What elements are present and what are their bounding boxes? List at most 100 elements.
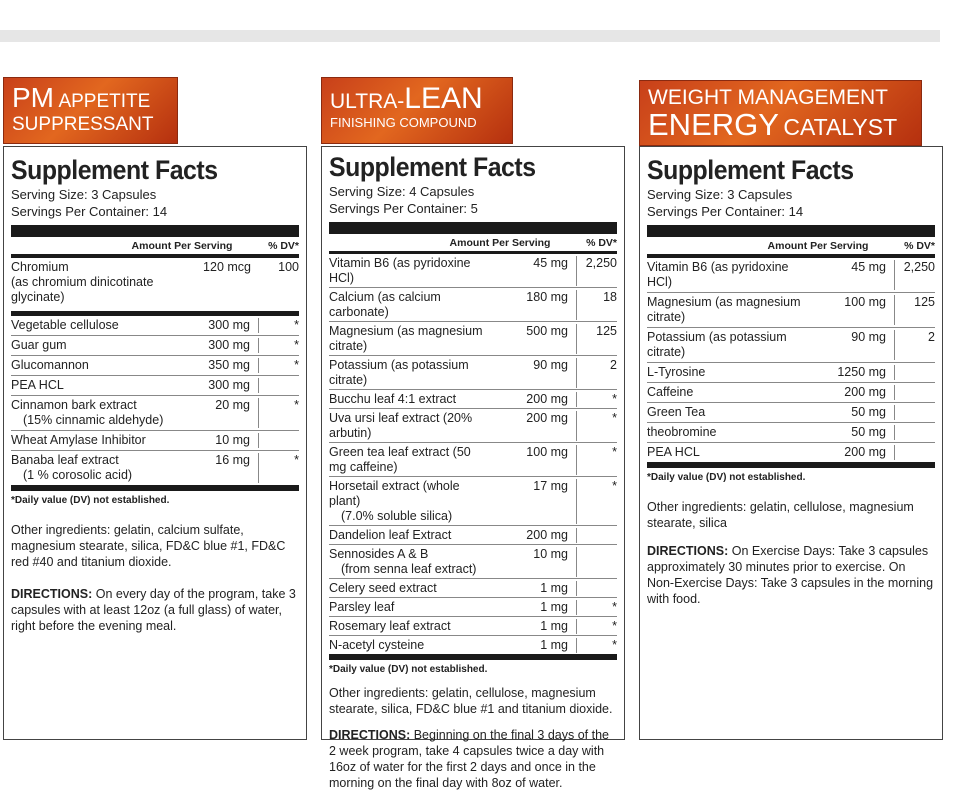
ingredient-dv: * bbox=[612, 411, 617, 425]
dv-footnote: *Daily value (DV) not established. bbox=[11, 495, 170, 506]
table-row: Green Tea 50 mg bbox=[647, 403, 935, 423]
ingredient-name: N-acetyl cysteine bbox=[329, 638, 425, 652]
ingredient-name: Green tea leaf extract (50 mg caffeine) bbox=[329, 445, 471, 474]
ingredient-dv: * bbox=[294, 338, 299, 352]
ingredient-amount: 180 mg bbox=[484, 290, 577, 320]
directions-text: On Exercise Days: Take 3 capsules approx… bbox=[647, 544, 934, 606]
ingredient-amount: 20 mg bbox=[166, 398, 259, 428]
supplement-facts-title: Supplement Facts bbox=[11, 155, 218, 185]
supplement-facts-panel-pm: Supplement Facts Serving Size: 3 Capsule… bbox=[3, 146, 307, 740]
table-row: Guar gum 300 mg * bbox=[11, 336, 299, 356]
table-row: Vitamin B6 (as pyridoxine HCl) 45 mg 2,250 bbox=[647, 258, 935, 293]
ingredient-dv: 2,250 bbox=[585, 256, 617, 270]
thick-rule bbox=[647, 225, 935, 237]
table-row: Glucomannon 350 mg * bbox=[11, 356, 299, 376]
ingredient-dv: * bbox=[294, 398, 299, 412]
energy-catalyst-banner: WEIGHT MANAGEMENT ENERGY CATALYST bbox=[639, 80, 922, 146]
table-row: Uva ursi leaf extract (20% arbutin) 200 m… bbox=[329, 409, 617, 443]
ingredient-dv: 125 bbox=[596, 324, 617, 338]
table-row: Sennosides A & B (from senna leaf extract… bbox=[329, 545, 617, 579]
ingredient-amount: 45 mg bbox=[802, 260, 895, 290]
ingredient-name: Vegetable cellulose bbox=[11, 318, 119, 332]
other-ingredients: Other ingredients: gelatin, cellulose, m… bbox=[647, 500, 914, 530]
dv-footnote: *Daily value (DV) not established. bbox=[329, 664, 488, 675]
ingredient-dv bbox=[577, 528, 617, 543]
ingredient-name: Sennosides A & B bbox=[329, 547, 429, 561]
ingredient-name: Rosemary leaf extract bbox=[329, 619, 451, 633]
ingredient-dv: 2 bbox=[610, 358, 617, 372]
ingredient-dv: * bbox=[294, 318, 299, 332]
directions-label: DIRECTIONS: bbox=[11, 587, 93, 601]
ingredient-dv bbox=[895, 365, 935, 380]
ingredient-name: Uva ursi leaf extract (20% arbutin) bbox=[329, 411, 473, 440]
ingredient-name: Vitamin B6 (as pyridoxine HCl) bbox=[647, 260, 789, 289]
ingredient-name: Magnesium (as magnesium citrate) bbox=[329, 324, 483, 353]
banner-suppressant: SUPPRESSANT bbox=[12, 114, 154, 135]
ingredient-name: Dandelion leaf Extract bbox=[329, 528, 452, 542]
ingredient-amount: 200 mg bbox=[802, 385, 895, 400]
ingredient-dv: * bbox=[612, 638, 617, 652]
ingredient-name: Glucomannon bbox=[11, 358, 89, 372]
ingredient-dv: 125 bbox=[914, 295, 935, 309]
ultra-lean-banner: ULTRA-LEAN FINISHING COMPOUND bbox=[321, 77, 513, 144]
ingredient-name: Banaba leaf extract bbox=[11, 453, 119, 467]
ingredient-name: Guar gum bbox=[11, 338, 67, 352]
table-row: N-acetyl cysteine 1 mg * bbox=[329, 636, 617, 654]
ingredient-amount: 50 mg bbox=[802, 425, 895, 440]
ingredient-amount: 10 mg bbox=[166, 433, 259, 448]
supplement-facts-title: Supplement Facts bbox=[329, 152, 536, 182]
ingredient-name: Bucchu leaf 4:1 extract bbox=[329, 392, 457, 406]
ingredient-dv: * bbox=[612, 445, 617, 459]
table-row: Bucchu leaf 4:1 extract 200 mg * bbox=[329, 390, 617, 409]
ingredient-sub: (from senna leaf extract) bbox=[341, 562, 477, 576]
ingredient-dv bbox=[577, 547, 617, 577]
ingredient-name: Horsetail extract (whole plant) bbox=[329, 479, 460, 508]
ingredient-name: L-Tyrosine bbox=[647, 365, 706, 379]
ingredient-dv: * bbox=[294, 358, 299, 372]
ingredient-amount: 300 mg bbox=[166, 338, 259, 353]
banner-lean: LEAN bbox=[404, 82, 483, 115]
ingredient-name: Caffeine bbox=[647, 385, 694, 399]
ingredient-dv: 100 bbox=[278, 260, 299, 274]
serving-size: Serving Size: 4 Capsules bbox=[329, 184, 475, 199]
col-amount-header: Amount Per Serving bbox=[131, 240, 233, 252]
directions-text: On every day of the program, take 3 caps… bbox=[11, 587, 296, 633]
ingredient-amount: 200 mg bbox=[802, 445, 895, 460]
ingredient-dv bbox=[895, 405, 935, 420]
table-row: theobromine 50 mg bbox=[647, 423, 935, 443]
table-row: Potassium (as potassium citrate) 90 mg 2 bbox=[329, 356, 617, 390]
ingredient-amount: 500 mg bbox=[484, 324, 577, 354]
col-amount-header: Amount Per Serving bbox=[767, 240, 869, 252]
supplement-facts-title: Supplement Facts bbox=[647, 155, 854, 185]
ingredient-amount: 10 mg bbox=[484, 547, 577, 577]
ingredient-dv: * bbox=[612, 392, 617, 406]
ingredient-amount: 90 mg bbox=[802, 330, 895, 360]
dv-footnote: *Daily value (DV) not established. bbox=[647, 472, 806, 483]
table-row: L-Tyrosine 1250 mg bbox=[647, 363, 935, 383]
table-row: Chromium (as chromium dinicotinate glycin… bbox=[11, 258, 299, 307]
ingredient-name: Parsley leaf bbox=[329, 600, 395, 614]
thick-rule bbox=[11, 225, 299, 237]
ingredient-dv bbox=[895, 425, 935, 440]
table-row: Caffeine 200 mg bbox=[647, 383, 935, 403]
section-rule bbox=[11, 311, 299, 316]
ingredient-sub: (as chromium dinicotinate glycinate) bbox=[11, 275, 154, 304]
ingredient-dv: * bbox=[612, 619, 617, 633]
ingredient-amount: 300 mg bbox=[166, 318, 259, 333]
ingredient-name: Green Tea bbox=[647, 405, 706, 419]
serving-size: Serving Size: 3 Capsules bbox=[11, 187, 157, 202]
ingredient-amount: 200 mg bbox=[484, 528, 577, 543]
ingredient-amount: 200 mg bbox=[484, 392, 577, 407]
servings-per-container: Servings Per Container: 14 bbox=[647, 204, 804, 219]
table-header: Amount Per Serving % DV* bbox=[329, 234, 617, 254]
ingredient-name: theobromine bbox=[647, 425, 717, 439]
ingredient-amount: 300 mg bbox=[166, 378, 259, 393]
ingredient-name: Wheat Amylase Inhibitor bbox=[11, 433, 146, 447]
table-row: PEA HCL 300 mg bbox=[11, 376, 299, 396]
banner-weight-management: WEIGHT MANAGEMENT bbox=[648, 86, 888, 109]
ingredient-dv: * bbox=[612, 600, 617, 614]
ingredient-dv: 2,250 bbox=[903, 260, 935, 274]
section-rule bbox=[329, 654, 617, 660]
ingredient-name: Celery seed extract bbox=[329, 581, 437, 595]
ingredient-amount: 100 mg bbox=[802, 295, 895, 325]
